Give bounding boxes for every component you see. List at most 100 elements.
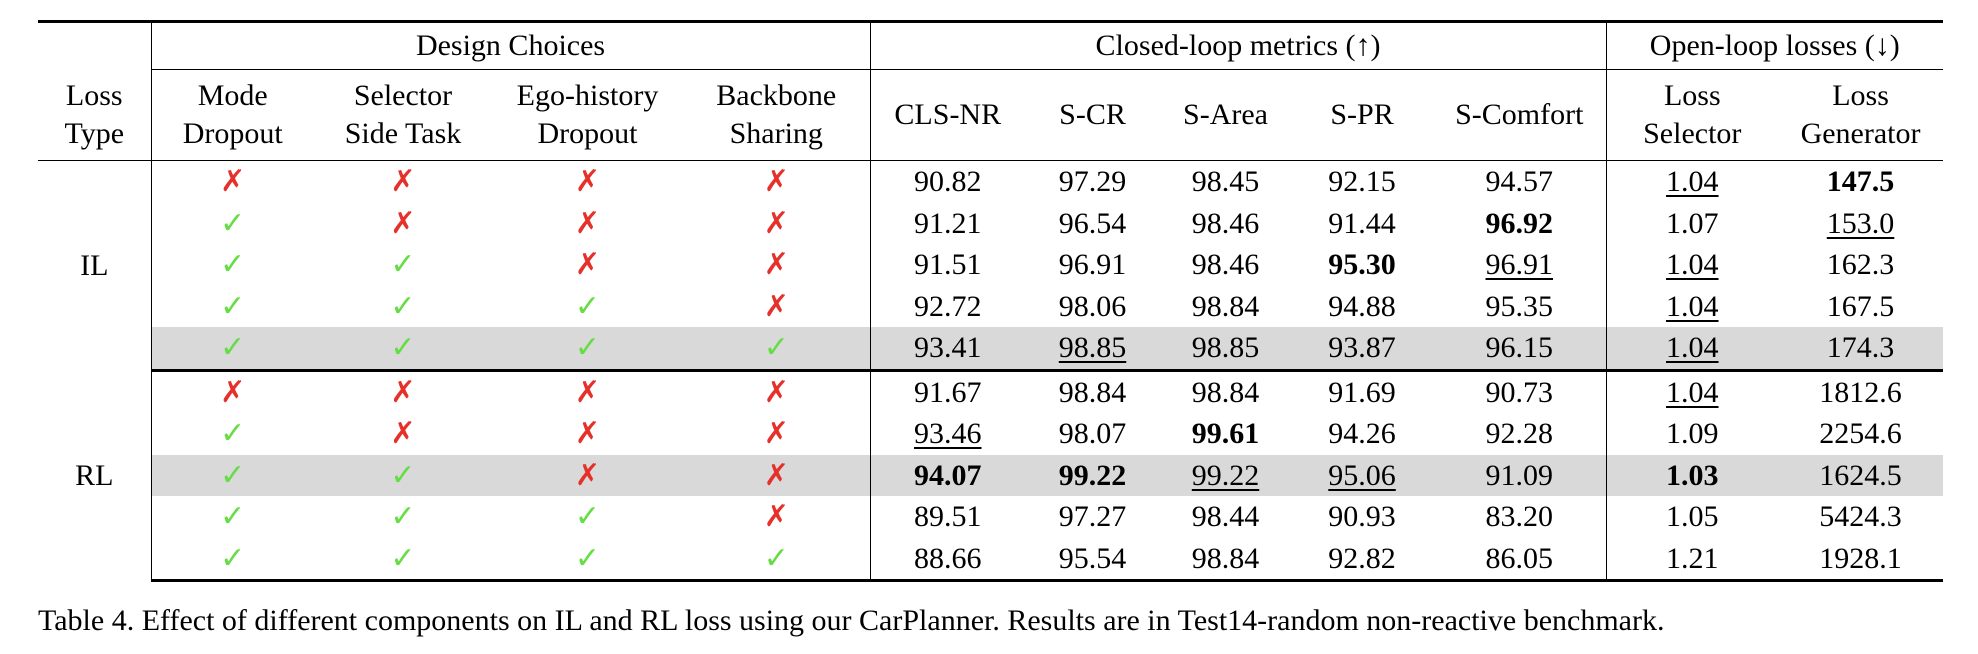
metric-cell: 98.84 xyxy=(1160,370,1291,413)
choice-mark: ✓ xyxy=(314,496,492,538)
choice-mark: ✗ xyxy=(683,285,871,327)
choice-mark: ✗ xyxy=(683,370,871,413)
cell-text: ✓ xyxy=(220,289,246,323)
cell-text: 89.51 xyxy=(914,500,982,533)
choice-mark: ✓ xyxy=(314,244,492,286)
choice-mark: ✗ xyxy=(314,370,492,413)
choice-mark: ✓ xyxy=(151,413,314,455)
metric-cell: 98.84 xyxy=(1160,537,1292,582)
metric-cell: 1812.6 xyxy=(1778,370,1943,413)
cell-text: 92.72 xyxy=(914,289,982,323)
cell-text: 91.69 xyxy=(1328,375,1396,409)
cell-text: 91.44 xyxy=(1328,206,1396,240)
metric-cell: 98.85 xyxy=(1160,327,1292,372)
cell-text: 1812.6 xyxy=(1819,375,1902,409)
header-line: S-Comfort xyxy=(1455,98,1584,131)
header-line: Ego-history xyxy=(516,79,659,112)
metric-cell: 1.04 xyxy=(1606,327,1779,372)
table-row: IL ✗ ✗ ✗ ✗ 90.82 97.29 98.45 92.15 94.57 1.04 147.5 xyxy=(38,160,1943,370)
metric-cell: 99.22 xyxy=(1160,454,1292,496)
metric-cell: 167.5 xyxy=(1778,286,1943,328)
metric-cell: 89.51 xyxy=(870,496,1025,538)
group-header: Design Choices xyxy=(151,21,871,70)
metric-cell: 93.46 xyxy=(870,413,1025,455)
metric-cell: 99.61 xyxy=(1160,413,1291,455)
cell-text: 94.07 xyxy=(914,458,982,492)
choice-mark: ✓ xyxy=(492,496,683,538)
cell-text: ✓ xyxy=(390,541,416,575)
cell-text: 98.84 xyxy=(1191,375,1260,409)
cell-text: 95.30 xyxy=(1328,248,1396,281)
choice-mark: ✓ xyxy=(151,454,314,496)
table-body: IL ✗ ✗ ✗ ✗ 90.82 97.29 98.45 92.15 94.57 1.04 147.5… xyxy=(38,160,1944,582)
cell-text: 167.5 xyxy=(1826,289,1895,323)
cell-text: 93.87 xyxy=(1328,331,1396,364)
cell-text: 1.04 xyxy=(1666,331,1719,364)
column-header-row: Loss Type Mode Dropout Selector Side Task Ego-… xyxy=(38,69,1944,161)
cell-text: ✗ xyxy=(390,417,416,450)
header-line: Dropout xyxy=(537,117,638,150)
cell-text: 99.22 xyxy=(1191,458,1260,492)
group-header: Open-loop losses (↓) xyxy=(1606,21,1944,70)
choice-mark: ✗ xyxy=(683,160,871,203)
cell-text: ✗ xyxy=(574,248,601,281)
cell-text: ✗ xyxy=(220,165,246,198)
column-header: S-CR xyxy=(1025,69,1161,161)
choice-mark: ✗ xyxy=(683,413,871,455)
cell-text: 90.82 xyxy=(914,165,982,198)
metric-cell: 95.54 xyxy=(1025,537,1161,582)
cell-text: ✗ xyxy=(763,375,789,409)
choice-mark: ✗ xyxy=(314,161,492,203)
cell-text: 98.45 xyxy=(1191,165,1260,198)
column-header: Loss Generator xyxy=(1778,69,1944,161)
cell-text: ✓ xyxy=(390,458,416,492)
table-head: Design Choices Closed-loop metrics (↑) Ope… xyxy=(38,21,1944,161)
table-row: ✓ ✓ ✓ ✓ 93.41 98.85 98.85 93.87 96.15 1.04 174.3 xyxy=(38,327,1944,372)
cell-text: 96.91 xyxy=(1058,248,1127,281)
header-line: Backbone xyxy=(716,79,837,112)
cell-text: 1.04 xyxy=(1666,248,1719,281)
choice-mark: ✓ xyxy=(492,537,683,582)
metric-cell: 93.87 xyxy=(1291,327,1434,372)
choice-mark: ✗ xyxy=(492,203,683,245)
cell-text: 98.06 xyxy=(1058,289,1127,323)
cell-text: ✗ xyxy=(574,206,601,240)
metric-cell: 90.73 xyxy=(1433,370,1607,413)
cell-text: 95.06 xyxy=(1328,458,1396,492)
choice-mark: ✗ xyxy=(492,244,683,286)
table-row: ✓ ✓ ✓ ✗ 92.72 98.06 98.84 94.88 95.35 1.04 167.5 xyxy=(38,285,1943,328)
cell-text: ✗ xyxy=(574,165,601,198)
header-line: Type xyxy=(64,116,125,150)
cell-text: ✓ xyxy=(220,541,246,575)
metric-cell: 97.29 xyxy=(1025,161,1160,203)
cell-text: ✓ xyxy=(390,331,416,364)
metric-cell: 91.51 xyxy=(870,244,1025,286)
cell-text: 91.67 xyxy=(914,375,982,409)
cell-text: ✓ xyxy=(763,541,789,575)
metric-cell: 5424.3 xyxy=(1778,496,1943,538)
cell-text: 2254.6 xyxy=(1819,417,1902,450)
cell-text: 153.0 xyxy=(1826,206,1895,240)
metric-cell: 96.91 xyxy=(1025,244,1160,286)
metric-cell: 1.07 xyxy=(1606,203,1778,245)
cell-text: ✗ xyxy=(574,417,601,450)
choice-mark: ✗ xyxy=(683,496,871,538)
metric-cell: 95.06 xyxy=(1291,454,1434,496)
cell-text: 98.44 xyxy=(1191,500,1260,533)
cell-text: 88.66 xyxy=(914,541,982,575)
cell-text: 1928.1 xyxy=(1819,541,1902,575)
table: Design Choices Closed-loop metrics (↑) Ope… xyxy=(38,20,1944,582)
cell-text: 91.09 xyxy=(1485,458,1554,492)
group-header: Closed-loop metrics (↑) xyxy=(870,21,1607,70)
column-header: Ego-history Dropout xyxy=(492,69,683,161)
table-row: ✓ ✓ ✓ ✗ 89.51 97.27 98.44 90.93 83.20 1.05 5424.3 xyxy=(38,496,1943,538)
metric-cell: 98.46 xyxy=(1160,203,1291,245)
metric-cell: 94.07 xyxy=(870,454,1026,496)
metric-cell: 91.21 xyxy=(870,203,1025,245)
metric-cell: 96.91 xyxy=(1433,244,1607,286)
cell-text: 83.20 xyxy=(1485,500,1554,533)
choice-mark: ✗ xyxy=(492,370,683,413)
header-line: S-PR xyxy=(1330,98,1394,131)
cell-text: 98.07 xyxy=(1058,417,1127,450)
